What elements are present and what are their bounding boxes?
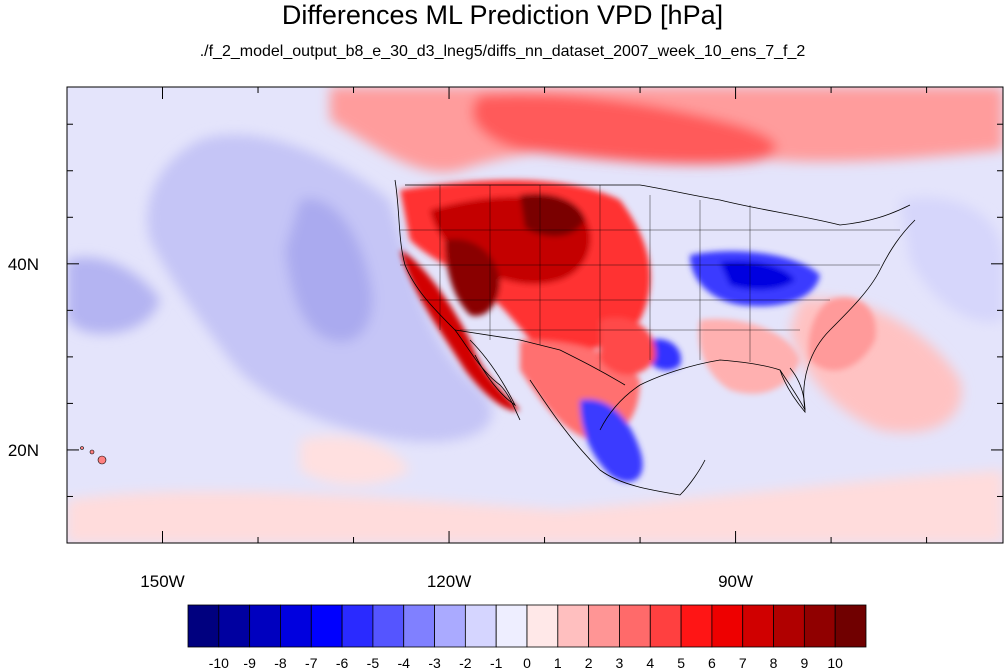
colorbar-box xyxy=(403,604,435,648)
axis-ticks xyxy=(66,87,1003,543)
colorbar-label: -9 xyxy=(243,655,256,671)
mexico-negative xyxy=(580,399,643,482)
tropical-pacific-positive xyxy=(300,436,410,485)
colorbar-label: -2 xyxy=(459,655,472,671)
colorbar-box xyxy=(526,604,559,648)
colorbar-box xyxy=(619,604,651,648)
plot-frame xyxy=(66,86,1004,544)
east-coast-positive xyxy=(808,297,876,371)
colorbar-label: 4 xyxy=(646,655,654,671)
lon-tick-label: 120W xyxy=(427,572,471,591)
colorbar-box xyxy=(280,604,312,648)
map-title: Differences ML Prediction VPD [hPa] xyxy=(281,0,724,30)
state-grid-lines xyxy=(400,185,900,370)
lat-tick-label: 40N xyxy=(8,255,39,274)
lat-tick-label: 20N xyxy=(8,441,39,460)
southeast-positive xyxy=(698,319,800,394)
florida-line xyxy=(779,367,806,414)
colorbar-box xyxy=(711,604,744,648)
colorbar-box xyxy=(310,604,343,648)
california-coast-positive xyxy=(400,250,520,411)
hawaii-island xyxy=(80,446,84,450)
colorbar-label: -3 xyxy=(428,655,441,671)
colorbar-box xyxy=(834,604,867,648)
colorbar-box xyxy=(773,604,805,648)
colorbar-box xyxy=(434,604,466,648)
colorbar-box xyxy=(218,604,251,648)
gulf-coast-line xyxy=(599,359,806,431)
colorbar: -10 -9 -8 -7 -6 -5 -4 -3 -2 -1 0 1 2 3 4 5 6 7 8 9 10 xyxy=(187,604,867,671)
hawaii-island xyxy=(97,455,107,465)
west-pacific-negative xyxy=(67,257,160,334)
ohio-valley-core xyxy=(720,260,795,290)
colorbar-label: 6 xyxy=(708,655,716,671)
canada-strong-positive xyxy=(472,93,777,165)
colorbar-label: 0 xyxy=(523,655,531,671)
southern-positive-band xyxy=(67,470,1003,543)
us-mexico-border xyxy=(454,329,626,386)
map-subtitle: ./f_2_model_output_b8_e_30_d3_lneg5/diff… xyxy=(199,43,806,60)
nevada-max xyxy=(445,239,500,316)
east-coast-line xyxy=(803,219,916,411)
lon-tick-label: 90W xyxy=(718,572,753,591)
texas-positive xyxy=(600,317,656,375)
colorbar-label: -1 xyxy=(490,655,503,671)
colorbar-label: -7 xyxy=(305,655,318,671)
hawaii-islands xyxy=(80,446,107,465)
colorbar-label: 8 xyxy=(770,655,778,671)
colorbar-label: -6 xyxy=(336,655,349,671)
coastlines xyxy=(394,179,916,496)
colorbar-label: 5 xyxy=(677,655,685,671)
colorbar-box xyxy=(187,604,220,648)
map-plot-area xyxy=(67,87,1003,543)
colorbar-box xyxy=(588,604,620,648)
colorbar-label: 7 xyxy=(739,655,747,671)
colorbar-box xyxy=(649,604,682,648)
colorbar-box xyxy=(372,604,405,648)
colorbar-label: 3 xyxy=(616,655,624,671)
pacific-negative-core xyxy=(285,198,373,342)
colorbar-box xyxy=(803,604,836,648)
colorbar-box xyxy=(495,604,528,648)
colorbar-box xyxy=(464,604,497,648)
colorbar-box xyxy=(557,604,590,648)
northern-plains-max xyxy=(520,193,585,237)
west-coast-line xyxy=(394,179,521,421)
axis-tick-labels: 150W 120W 90W 40N 20N xyxy=(8,255,753,591)
hawaii-island xyxy=(89,449,95,455)
colorbar-label: 1 xyxy=(554,655,562,671)
state-borders xyxy=(400,185,900,370)
colorbar-box xyxy=(680,604,713,648)
atlantic-north-negative xyxy=(900,197,1003,322)
colorbar-label: 2 xyxy=(585,655,593,671)
colorbar-label: -8 xyxy=(274,655,287,671)
us-canada-border xyxy=(405,184,911,226)
lon-tick-label: 150W xyxy=(140,572,184,591)
colorbar-label: -5 xyxy=(367,655,380,671)
colorbar-box xyxy=(249,604,281,648)
colorbar-box xyxy=(742,604,774,648)
baja-line xyxy=(469,339,517,407)
colorbar-label: 9 xyxy=(800,655,808,671)
colorbar-label: 10 xyxy=(827,655,843,671)
colorbar-label: -10 xyxy=(209,655,229,671)
colorbar-label: -4 xyxy=(398,655,411,671)
colorbar-box xyxy=(341,604,374,648)
mexico-coast-line xyxy=(529,379,706,496)
